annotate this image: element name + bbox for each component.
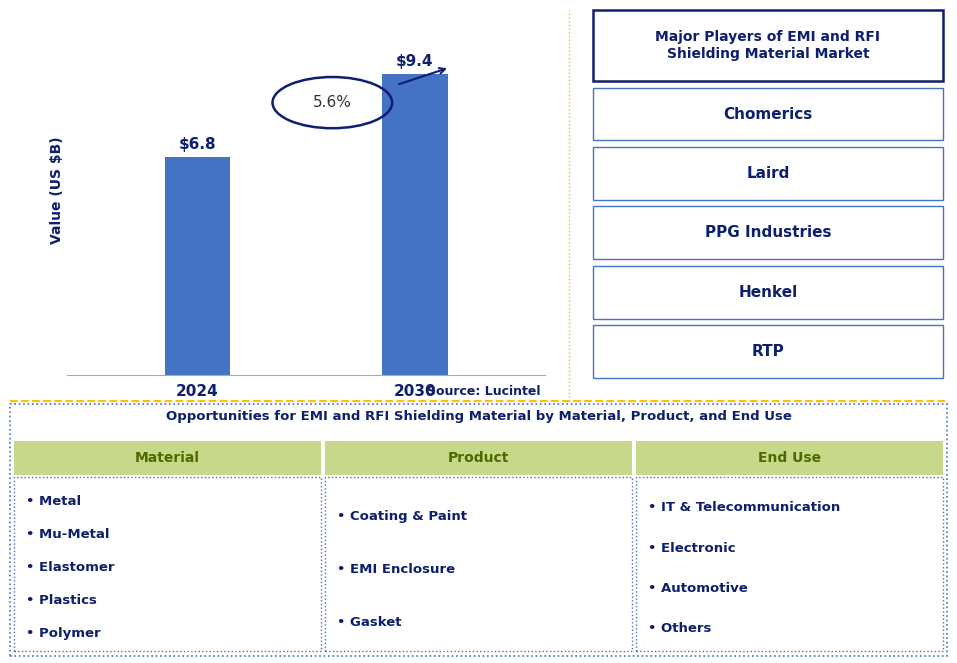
Text: Opportunities for EMI and RFI Shielding Material by Material, Product, and End U: Opportunities for EMI and RFI Shielding … bbox=[166, 410, 791, 423]
Text: Product: Product bbox=[448, 451, 509, 465]
Text: End Use: End Use bbox=[758, 451, 821, 465]
Text: • Automotive: • Automotive bbox=[648, 582, 747, 595]
Text: • EMI Enclosure: • EMI Enclosure bbox=[337, 563, 455, 576]
FancyBboxPatch shape bbox=[593, 206, 943, 259]
FancyBboxPatch shape bbox=[593, 147, 943, 200]
Text: Material: Material bbox=[135, 451, 200, 465]
FancyBboxPatch shape bbox=[14, 477, 321, 651]
Text: • Metal: • Metal bbox=[26, 495, 81, 509]
Text: $9.4: $9.4 bbox=[396, 54, 434, 69]
Text: • Coating & Paint: • Coating & Paint bbox=[337, 511, 467, 523]
FancyBboxPatch shape bbox=[636, 477, 943, 651]
Text: • Plastics: • Plastics bbox=[26, 594, 97, 607]
Text: Chomerics: Chomerics bbox=[723, 107, 812, 121]
Text: • Polymer: • Polymer bbox=[26, 627, 100, 640]
Text: • Mu-Metal: • Mu-Metal bbox=[26, 528, 109, 541]
Text: • IT & Telecommunication: • IT & Telecommunication bbox=[648, 501, 840, 514]
Bar bbox=[383, 74, 448, 375]
Text: RTP: RTP bbox=[751, 344, 785, 359]
FancyBboxPatch shape bbox=[593, 266, 943, 318]
Y-axis label: Value (US $B): Value (US $B) bbox=[50, 137, 64, 245]
FancyBboxPatch shape bbox=[593, 88, 943, 141]
Text: • Others: • Others bbox=[648, 623, 711, 635]
Text: Source: Lucintel: Source: Lucintel bbox=[427, 385, 541, 398]
FancyBboxPatch shape bbox=[636, 441, 943, 475]
Text: Laird: Laird bbox=[746, 166, 790, 181]
FancyBboxPatch shape bbox=[325, 477, 632, 651]
FancyBboxPatch shape bbox=[593, 325, 943, 378]
FancyBboxPatch shape bbox=[325, 441, 632, 475]
Text: PPG Industries: PPG Industries bbox=[704, 225, 832, 240]
FancyBboxPatch shape bbox=[10, 404, 947, 656]
Text: • Gasket: • Gasket bbox=[337, 616, 401, 629]
FancyBboxPatch shape bbox=[14, 441, 321, 475]
Text: Henkel: Henkel bbox=[739, 284, 797, 300]
Text: 5.6%: 5.6% bbox=[313, 95, 352, 110]
Bar bbox=[165, 157, 230, 375]
FancyBboxPatch shape bbox=[593, 10, 943, 81]
Text: $6.8: $6.8 bbox=[179, 137, 216, 152]
Text: • Elastomer: • Elastomer bbox=[26, 561, 114, 574]
Text: Major Players of EMI and RFI
Shielding Material Market: Major Players of EMI and RFI Shielding M… bbox=[656, 30, 880, 60]
Text: • Electronic: • Electronic bbox=[648, 542, 736, 554]
